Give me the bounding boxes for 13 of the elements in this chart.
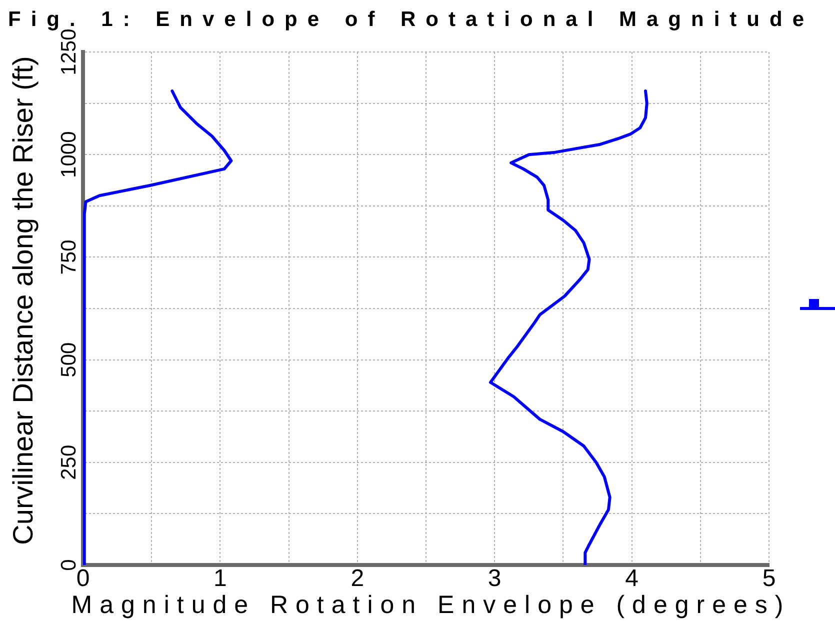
- y-axis-title: Curvilinear Distance along the Riser (ft): [8, 56, 39, 545]
- x-tick-label: 1: [214, 565, 227, 592]
- y-tick-label: 1250: [57, 28, 80, 76]
- x-tick-label: 2: [350, 565, 364, 592]
- x-tick-label: 3: [488, 565, 502, 592]
- x-axis-title: Magnitude Rotation Envelope (degrees): [71, 591, 791, 619]
- y-tick-label: 500: [57, 342, 80, 378]
- x-tick-label: 4: [625, 565, 638, 592]
- chart-title: Fig. 1: Envelope of Rotational Magnitude: [8, 8, 814, 31]
- y-tick-label: 750: [57, 240, 80, 275]
- y-tick-label: 250: [57, 444, 80, 480]
- y-tick-label: 1000: [57, 131, 80, 178]
- x-tick-label: 5: [762, 565, 776, 592]
